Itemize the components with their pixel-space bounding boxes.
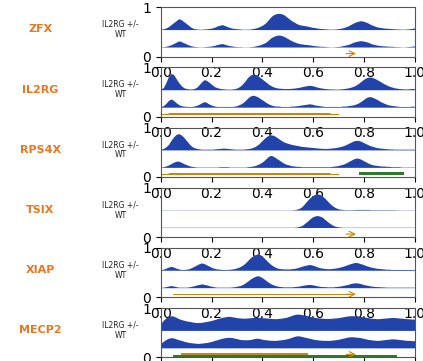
FancyBboxPatch shape xyxy=(181,353,308,356)
Text: IL2RG +/-
WT: IL2RG +/- WT xyxy=(102,140,139,160)
Text: IL2RG +/-
WT: IL2RG +/- WT xyxy=(102,260,139,280)
Text: XIAP: XIAP xyxy=(25,265,55,275)
FancyBboxPatch shape xyxy=(173,355,397,357)
Text: IL2RG +/-
WT: IL2RG +/- WT xyxy=(102,200,139,219)
Text: ZFX: ZFX xyxy=(28,25,52,34)
Text: IL2RG +/-
WT: IL2RG +/- WT xyxy=(102,321,139,340)
Text: RPS4X: RPS4X xyxy=(19,145,61,155)
FancyBboxPatch shape xyxy=(359,173,404,175)
Text: TSIX: TSIX xyxy=(26,205,55,215)
Text: IL2RG +/-
WT: IL2RG +/- WT xyxy=(102,20,139,39)
Text: MECP2: MECP2 xyxy=(19,325,61,335)
Text: IL2RG: IL2RG xyxy=(22,84,58,95)
Text: IL2RG +/-
WT: IL2RG +/- WT xyxy=(102,80,139,99)
